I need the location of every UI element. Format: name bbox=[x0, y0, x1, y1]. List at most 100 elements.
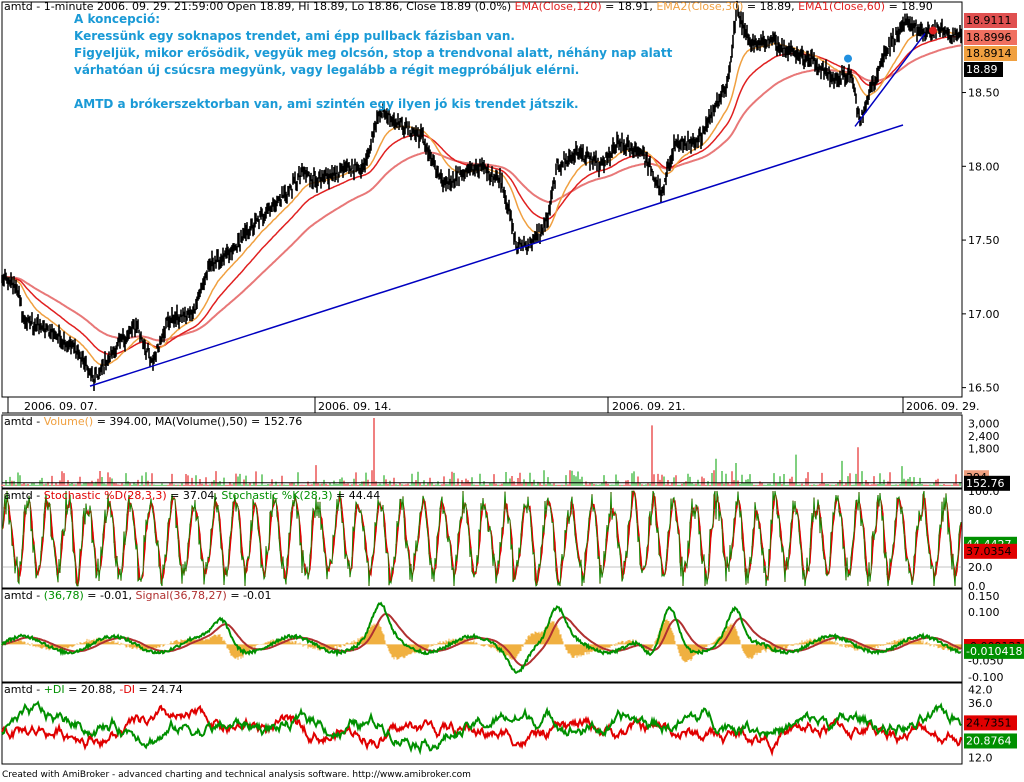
stoch-d-line bbox=[1, 489, 962, 587]
note-line: várhatóan új csúcsra megyünk, vagy legal… bbox=[74, 63, 579, 77]
pane-frame-4 bbox=[1, 682, 963, 765]
price-bars bbox=[1, 0, 962, 391]
y-tick-label: -0.100 bbox=[968, 671, 1003, 684]
last-value-boxes: 18.911118.899618.891418.89394152.7644.44… bbox=[964, 13, 1024, 749]
date-label: 2006. 09. 29. bbox=[906, 400, 979, 413]
pane-frame-0 bbox=[1, 1, 963, 398]
y-tick-label: 0.150 bbox=[968, 590, 1000, 603]
header-part: (36,78) bbox=[44, 589, 84, 602]
value-box-label: 18.8914 bbox=[966, 47, 1012, 60]
header-part: -DI bbox=[119, 683, 135, 696]
macd-line bbox=[1, 601, 962, 675]
value-box bbox=[964, 643, 1024, 659]
header-part: = 18.89, bbox=[743, 0, 798, 13]
date-label: 2006. 09. 14. bbox=[318, 400, 391, 413]
y-tick-label: 16.50 bbox=[968, 382, 1000, 395]
pane-headers: amtd - 1-minute 2006. 09. 29. 21:59:00 O… bbox=[4, 0, 933, 696]
date-label: 2006. 09. 21. bbox=[612, 400, 685, 413]
y-tick-label: 42.0 bbox=[968, 684, 993, 697]
sell-marker bbox=[929, 26, 937, 35]
short-trendline bbox=[854, 33, 926, 127]
volume-up-bars bbox=[5, 454, 961, 486]
value-box-label: -0.010418 bbox=[966, 645, 1022, 658]
header-part: = 18.91, bbox=[602, 0, 657, 13]
header-part: EMA(Close,120) bbox=[515, 0, 602, 13]
value-box-label: 18.89 bbox=[966, 63, 998, 76]
y-tick-label: 20.0 bbox=[968, 561, 993, 574]
value-box bbox=[964, 475, 1010, 491]
value-box-label: 18.8996 bbox=[966, 31, 1012, 44]
footer-credit: Created with AmiBroker - advanced charti… bbox=[2, 770, 471, 780]
y-tick-label: 36.0 bbox=[968, 697, 993, 710]
minus-di-line bbox=[1, 704, 962, 757]
header-part: = -0.01, bbox=[84, 589, 136, 602]
header-part: Stochastic %K(28,3) bbox=[221, 489, 332, 502]
pane-header-4: amtd - +DI = 20.88, -DI = 24.74 bbox=[4, 683, 183, 696]
header-part: = 18.90 bbox=[885, 0, 933, 13]
pane-frame-3 bbox=[1, 588, 963, 683]
value-box-label: 18.9111 bbox=[966, 14, 1012, 27]
note-line: A koncepció: bbox=[74, 12, 160, 26]
pane-header-0: amtd - 1-minute 2006. 09. 29. 21:59:00 O… bbox=[4, 0, 933, 13]
value-box-label: 152.76 bbox=[966, 477, 1005, 490]
y-tick-label: 18.50 bbox=[968, 87, 1000, 100]
header-part: EMA2(Close,30) bbox=[656, 0, 743, 13]
header-part: = 20.88, bbox=[65, 683, 120, 696]
y-tick-label: 12.0 bbox=[968, 751, 993, 764]
note-line: Keressünk egy soknapos trendet, ami épp … bbox=[74, 29, 515, 43]
header-part: Signal(36,78,27) bbox=[135, 589, 226, 602]
y-tick-label: 0.100 bbox=[968, 606, 1000, 619]
value-box bbox=[964, 543, 1017, 559]
header-part: amtd - bbox=[4, 415, 44, 428]
ema30-line bbox=[1, 30, 962, 366]
header-part: = 394.00, MA(Volume(),50) = 152.76 bbox=[93, 415, 302, 428]
header-part: amtd - bbox=[4, 589, 44, 602]
value-box bbox=[964, 46, 1017, 61]
pane-frame-1 bbox=[1, 414, 963, 489]
pane-header-2: amtd - Stochastic %D(28,3,3) = 37.04, St… bbox=[4, 489, 380, 502]
header-part: +DI bbox=[44, 683, 65, 696]
ema60-line bbox=[1, 35, 961, 355]
value-box bbox=[964, 13, 1017, 28]
value-box bbox=[964, 733, 1017, 749]
value-box bbox=[964, 62, 1003, 77]
price-pane[interactable]: 16.50 17.00 17.50 18.00 18.50 2006. 09. 07. 20… bbox=[1, 0, 1000, 413]
plus-di-line bbox=[1, 700, 962, 756]
pane-header-1: amtd - Volume() = 394.00, MA(Volume(),50… bbox=[4, 415, 302, 428]
pane-header-3: amtd - (36,78) = -0.01, Signal(36,78,27)… bbox=[4, 589, 272, 602]
ema120-line bbox=[1, 44, 962, 342]
note-line: AMTD a brókerszektorban van, ami szintén… bbox=[74, 97, 579, 111]
y-tick-label: 2,400 bbox=[968, 430, 1000, 443]
header-part: Volume() bbox=[44, 415, 94, 428]
header-part: = 44.44 bbox=[333, 489, 381, 502]
value-box bbox=[964, 715, 1017, 731]
header-part: amtd - bbox=[4, 683, 44, 696]
header-part: = -0.01 bbox=[227, 589, 272, 602]
long-trendline bbox=[89, 124, 904, 387]
value-box-label: 20.8764 bbox=[966, 734, 1012, 747]
y-tick-label: 17.00 bbox=[968, 308, 1000, 321]
pane-frame-2 bbox=[1, 488, 963, 589]
y-tick-label: 80.0 bbox=[968, 504, 993, 517]
header-part: = 24.74 bbox=[135, 683, 183, 696]
value-box-label: 24.7351 bbox=[966, 716, 1012, 729]
concept-notes: A koncepció: Keressünk egy soknapos trend… bbox=[74, 12, 673, 111]
header-part: = 37.04, bbox=[167, 489, 222, 502]
header-part: amtd - bbox=[4, 489, 44, 502]
value-box bbox=[964, 30, 1017, 45]
y-tick-label: 0.0 bbox=[968, 580, 986, 593]
y-tick-label: 18.00 bbox=[968, 160, 1000, 173]
header-part: Stochastic %D(28,3,3) bbox=[44, 489, 167, 502]
header-part: EMA1(Close,60) bbox=[798, 0, 885, 13]
di-pane[interactable]: 12.0 36.042.0 bbox=[1, 684, 993, 765]
stoch-k-line bbox=[1, 490, 962, 587]
y-tick-label: 1,800 bbox=[968, 442, 1000, 455]
buy-marker bbox=[844, 54, 852, 63]
date-label: 2006. 09. 07. bbox=[24, 400, 97, 413]
pane-frames bbox=[1, 1, 963, 765]
y-tick-label: 3,000 bbox=[968, 417, 1000, 430]
